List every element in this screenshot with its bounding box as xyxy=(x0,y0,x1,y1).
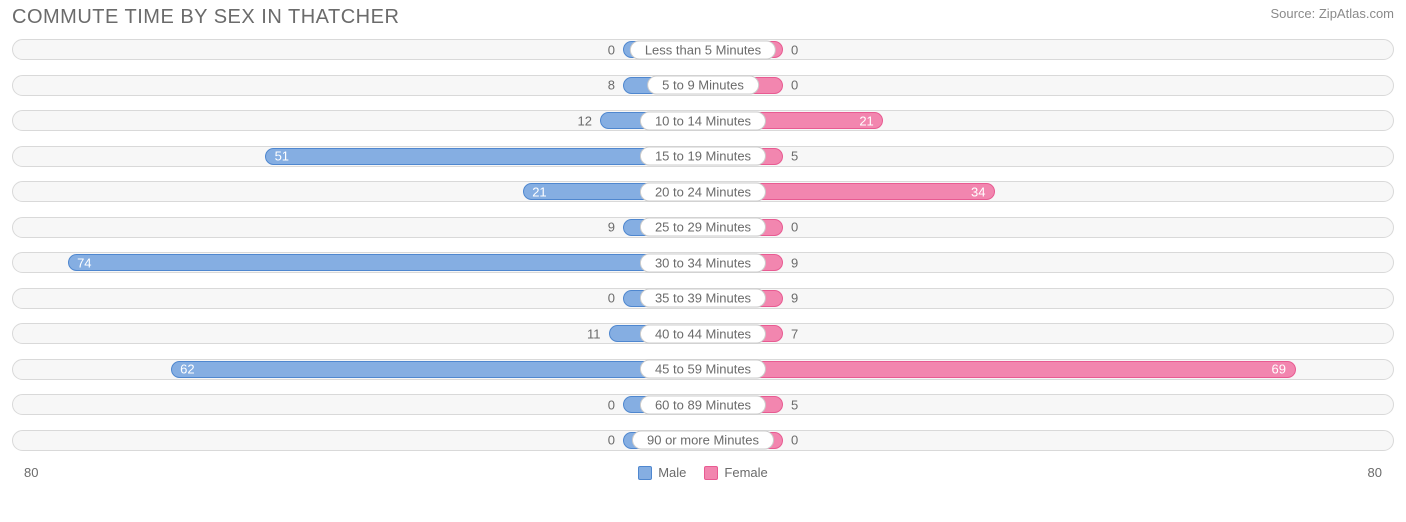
chart-row: 40 to 44 Minutes 11 7 xyxy=(12,323,1394,344)
female-value: 0 xyxy=(791,433,798,448)
female-bar xyxy=(703,361,1296,378)
chart-row: 5 to 9 Minutes 8 0 xyxy=(12,75,1394,96)
male-value: 0 xyxy=(608,42,615,57)
axis-left-max: 80 xyxy=(24,465,38,480)
legend-item: Male xyxy=(638,465,686,480)
row-label: 25 to 29 Minutes xyxy=(640,218,766,237)
female-value: 0 xyxy=(791,42,798,57)
chart-row: 25 to 29 Minutes 9 0 xyxy=(12,217,1394,238)
row-label: 20 to 24 Minutes xyxy=(640,182,766,201)
chart-header: COMMUTE TIME BY SEX IN THATCHER Source: … xyxy=(0,0,1406,39)
female-value: 5 xyxy=(791,397,798,412)
row-label: 60 to 89 Minutes xyxy=(640,395,766,414)
chart-row: 60 to 89 Minutes 0 5 xyxy=(12,394,1394,415)
male-value: 12 xyxy=(577,113,591,128)
row-label: 30 to 34 Minutes xyxy=(640,253,766,272)
chart-row: 20 to 24 Minutes 21 34 xyxy=(12,181,1394,202)
legend-swatch xyxy=(704,466,718,480)
female-value: 5 xyxy=(791,149,798,164)
female-value: 7 xyxy=(791,326,798,341)
chart-row: 30 to 34 Minutes 74 9 xyxy=(12,252,1394,273)
legend: Male Female xyxy=(638,465,768,480)
chart-area: Less than 5 Minutes 0 0 5 to 9 Minutes 8 0 10 … xyxy=(0,39,1406,451)
female-value: 0 xyxy=(791,220,798,235)
male-value: 0 xyxy=(608,397,615,412)
chart-row: 45 to 59 Minutes 62 69 xyxy=(12,359,1394,380)
row-label: 40 to 44 Minutes xyxy=(640,324,766,343)
chart-row: 10 to 14 Minutes 12 21 xyxy=(12,110,1394,131)
chart-footer: 80 Male Female 80 xyxy=(0,465,1406,480)
female-value: 34 xyxy=(971,184,985,199)
chart-row: 15 to 19 Minutes 51 5 xyxy=(12,146,1394,167)
row-label: 90 or more Minutes xyxy=(632,431,774,450)
row-label: 45 to 59 Minutes xyxy=(640,360,766,379)
row-label: 15 to 19 Minutes xyxy=(640,147,766,166)
row-label: 10 to 14 Minutes xyxy=(640,111,766,130)
row-label: Less than 5 Minutes xyxy=(630,40,776,59)
female-value: 69 xyxy=(1272,362,1286,377)
male-value: 11 xyxy=(587,326,601,341)
male-bar xyxy=(171,361,703,378)
male-value: 8 xyxy=(608,78,615,93)
female-value: 9 xyxy=(791,291,798,306)
female-value: 9 xyxy=(791,255,798,270)
row-label: 35 to 39 Minutes xyxy=(640,289,766,308)
male-value: 62 xyxy=(180,362,194,377)
male-value: 21 xyxy=(532,184,546,199)
chart-title: COMMUTE TIME BY SEX IN THATCHER xyxy=(12,6,399,29)
male-value: 9 xyxy=(608,220,615,235)
chart-source: Source: ZipAtlas.com xyxy=(1270,6,1394,21)
legend-label: Male xyxy=(658,465,686,480)
chart-row: 90 or more Minutes 0 0 xyxy=(12,430,1394,451)
legend-item: Female xyxy=(704,465,767,480)
male-value: 0 xyxy=(608,433,615,448)
chart-row: 35 to 39 Minutes 0 9 xyxy=(12,288,1394,309)
male-bar xyxy=(68,254,703,271)
female-value: 21 xyxy=(859,113,873,128)
legend-label: Female xyxy=(724,465,767,480)
female-value: 0 xyxy=(791,78,798,93)
male-value: 51 xyxy=(275,149,289,164)
male-bar xyxy=(265,148,703,165)
chart-row: Less than 5 Minutes 0 0 xyxy=(12,39,1394,60)
male-value: 74 xyxy=(77,255,91,270)
axis-right-max: 80 xyxy=(1368,465,1382,480)
row-label: 5 to 9 Minutes xyxy=(647,76,759,95)
male-value: 0 xyxy=(608,291,615,306)
legend-swatch xyxy=(638,466,652,480)
